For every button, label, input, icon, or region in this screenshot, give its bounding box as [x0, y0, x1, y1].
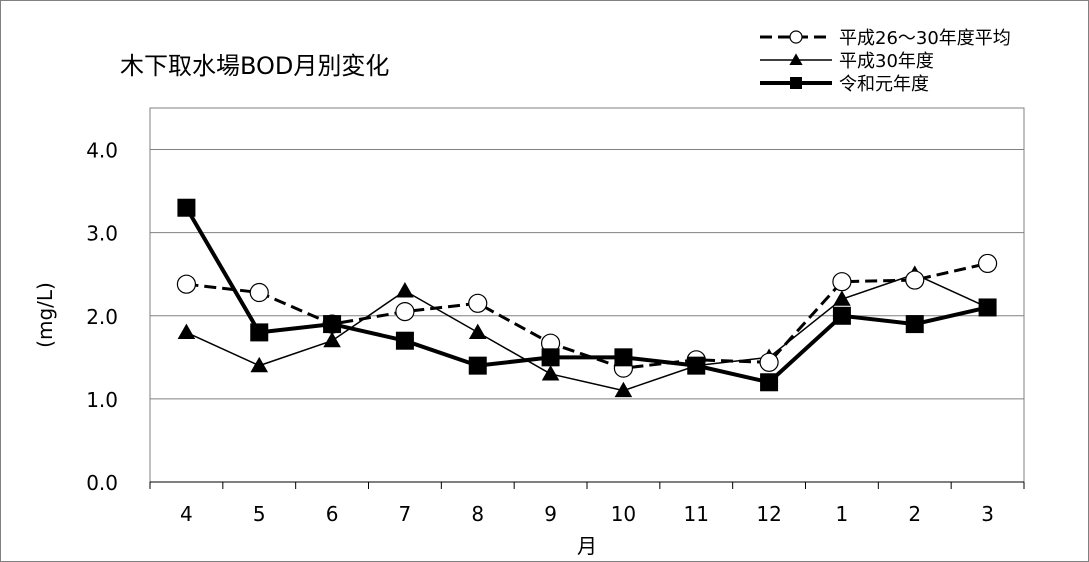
- x-tick-label: 12: [756, 502, 781, 526]
- legend-swatch-marker: [789, 30, 803, 44]
- data-point: [468, 293, 488, 313]
- data-point: [832, 272, 852, 292]
- x-tick-label: 10: [611, 502, 636, 526]
- legend-label: 令和元年度: [839, 74, 929, 95]
- data-point: [687, 356, 706, 375]
- data-point: [250, 323, 269, 342]
- legend-swatch-marker: [789, 53, 803, 65]
- gridlines: [150, 149, 1024, 400]
- data-point: [614, 381, 633, 398]
- series-line: [184, 206, 989, 385]
- axes: 0.01.02.03.04.04 5 6 7 8 9 10 11 12 1 2 3: [86, 139, 1025, 526]
- data-point: [396, 282, 414, 298]
- data-point: [978, 298, 997, 317]
- data-point: [323, 331, 341, 348]
- data-point: [176, 274, 197, 294]
- legend-label: 平成26～30年度平均: [839, 28, 1011, 49]
- data-point: [541, 348, 560, 367]
- series-line: [186, 273, 988, 392]
- legend-label: 平成30年度: [839, 51, 934, 72]
- y-tick-label: 2.0: [86, 305, 118, 329]
- data-point: [614, 348, 633, 367]
- data-point: [905, 270, 925, 290]
- data-point: [468, 356, 487, 375]
- data-point: [833, 290, 851, 306]
- y-tick-label: 3.0: [86, 222, 118, 246]
- series-group: [176, 198, 998, 398]
- x-tick-label: 4: [180, 502, 193, 526]
- data-point: [323, 315, 342, 334]
- data-point: [832, 306, 851, 325]
- chart-title: 木下取水場BOD月別変化: [120, 52, 389, 80]
- data-point: [977, 253, 998, 274]
- y-tick-label: 4.0: [86, 139, 118, 163]
- x-tick-label: 8: [471, 502, 484, 526]
- y-tick-label: 0.0: [86, 471, 118, 495]
- data-point: [250, 356, 269, 373]
- x-tick-label: 9: [544, 502, 557, 526]
- data-point: [905, 315, 924, 334]
- y-axis-label: (mg/L): [33, 282, 57, 348]
- data-point: [468, 323, 487, 339]
- y-tick-label: 1.0: [86, 388, 118, 412]
- x-tick-label: 2: [908, 502, 921, 526]
- legend-swatch-marker: [790, 77, 802, 89]
- data-point: [177, 323, 196, 339]
- series-3: [177, 198, 997, 392]
- x-tick-label: 3: [981, 502, 994, 526]
- data-point: [395, 331, 414, 350]
- data-point: [395, 302, 415, 322]
- data-point: [760, 373, 779, 392]
- data-point: [249, 282, 269, 303]
- data-point: [541, 365, 560, 381]
- x-tick-label: 1: [836, 502, 849, 526]
- x-tick-label: 6: [326, 502, 339, 526]
- data-point: [759, 352, 779, 372]
- plot-area: [149, 107, 1025, 483]
- data-point: [177, 198, 196, 217]
- x-tick-label: 11: [684, 502, 709, 526]
- x-tick-label: 7: [399, 502, 412, 526]
- x-axis-label: 月: [577, 534, 597, 558]
- x-tick-label: 5: [253, 502, 266, 526]
